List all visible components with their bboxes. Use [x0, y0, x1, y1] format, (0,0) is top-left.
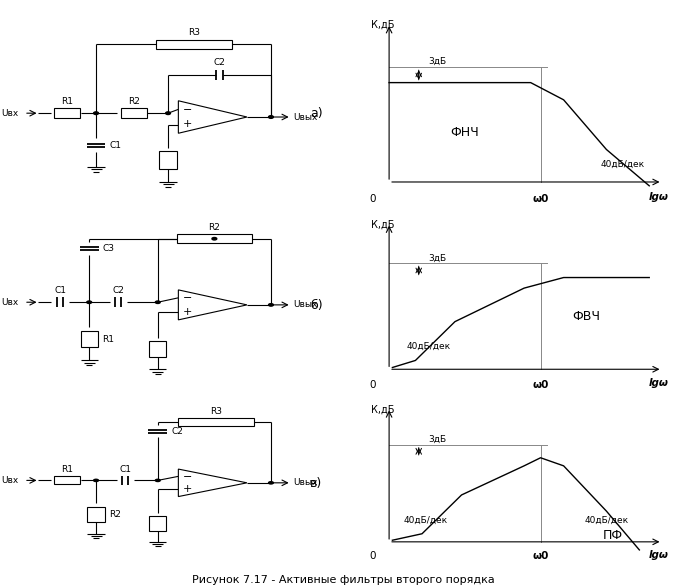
Circle shape	[93, 479, 99, 482]
Bar	[156, 39, 232, 49]
Text: Uвх: Uвх	[1, 298, 19, 307]
Text: ФНЧ: ФНЧ	[451, 126, 480, 139]
Text: +: +	[182, 484, 192, 494]
Text: ω0: ω0	[532, 194, 549, 204]
Text: 40дБ/дек: 40дБ/дек	[407, 342, 451, 351]
Text: R3: R3	[210, 407, 222, 416]
Text: C1: C1	[119, 465, 131, 474]
Text: −: −	[182, 105, 192, 115]
Bar	[88, 507, 105, 522]
Text: R3: R3	[188, 28, 200, 37]
Text: 40дБ/дек: 40дБ/дек	[403, 516, 447, 525]
Text: 3дБ: 3дБ	[429, 435, 447, 444]
Circle shape	[269, 303, 273, 306]
Bar	[178, 418, 254, 426]
Text: Uвых: Uвых	[294, 112, 318, 122]
Text: C2: C2	[213, 58, 226, 68]
Text: R1: R1	[61, 466, 73, 475]
Text: Uвх: Uвх	[1, 476, 19, 485]
Bar	[150, 341, 167, 357]
Text: +: +	[182, 119, 192, 129]
Text: К,дБ: К,дБ	[370, 19, 394, 29]
Text: +: +	[182, 306, 192, 316]
Circle shape	[155, 479, 161, 482]
Text: ПФ: ПФ	[603, 529, 623, 542]
Text: 0: 0	[369, 552, 376, 562]
Text: C1: C1	[54, 286, 66, 295]
Bar	[150, 516, 167, 530]
Text: в): в)	[310, 477, 322, 490]
Circle shape	[165, 112, 170, 115]
Text: R1: R1	[102, 335, 114, 344]
Bar	[159, 151, 177, 169]
Text: Рисунок 7.17 - Активные фильтры второго порядка: Рисунок 7.17 - Активные фильтры второго …	[191, 575, 495, 585]
Text: 3дБ: 3дБ	[429, 253, 447, 263]
Bar	[121, 108, 147, 118]
Text: lgω: lgω	[649, 192, 669, 202]
Text: Uвых: Uвых	[294, 300, 318, 309]
Text: Uвых: Uвых	[294, 478, 318, 487]
Text: −: −	[182, 293, 192, 303]
Bar	[54, 476, 80, 485]
Text: ω0: ω0	[532, 552, 549, 562]
Text: lgω: lgω	[649, 378, 669, 389]
Circle shape	[212, 238, 217, 240]
Circle shape	[155, 301, 161, 303]
Polygon shape	[178, 290, 247, 320]
Circle shape	[269, 482, 273, 484]
Bar	[81, 332, 98, 347]
Text: б): б)	[310, 299, 322, 312]
Text: К,дБ: К,дБ	[370, 405, 394, 415]
Text: C1: C1	[110, 141, 121, 150]
Text: 0: 0	[369, 380, 376, 390]
Text: 40дБ/дек: 40дБ/дек	[601, 161, 645, 169]
Text: R1: R1	[61, 97, 73, 106]
Text: ФВЧ: ФВЧ	[573, 310, 601, 323]
Text: 3дБ: 3дБ	[429, 58, 447, 66]
Text: R2: R2	[128, 97, 140, 106]
Text: а): а)	[310, 106, 322, 120]
Polygon shape	[178, 101, 247, 133]
Text: −: −	[182, 472, 192, 482]
Text: 40дБ/дек: 40дБ/дек	[584, 516, 628, 525]
Text: R2: R2	[209, 223, 220, 232]
Bar	[177, 235, 252, 243]
Circle shape	[86, 301, 91, 303]
Polygon shape	[178, 469, 247, 496]
Text: C2: C2	[172, 426, 183, 436]
Bar	[54, 108, 80, 118]
Circle shape	[269, 116, 273, 118]
Text: 0: 0	[369, 194, 376, 204]
Text: R2: R2	[108, 510, 121, 519]
Text: Uвх: Uвх	[1, 109, 19, 118]
Text: К,дБ: К,дБ	[370, 219, 394, 229]
Text: C2: C2	[113, 286, 124, 295]
Text: lgω: lgω	[649, 550, 669, 560]
Text: ω0: ω0	[532, 380, 549, 390]
Circle shape	[93, 112, 99, 115]
Text: C3: C3	[103, 244, 115, 253]
